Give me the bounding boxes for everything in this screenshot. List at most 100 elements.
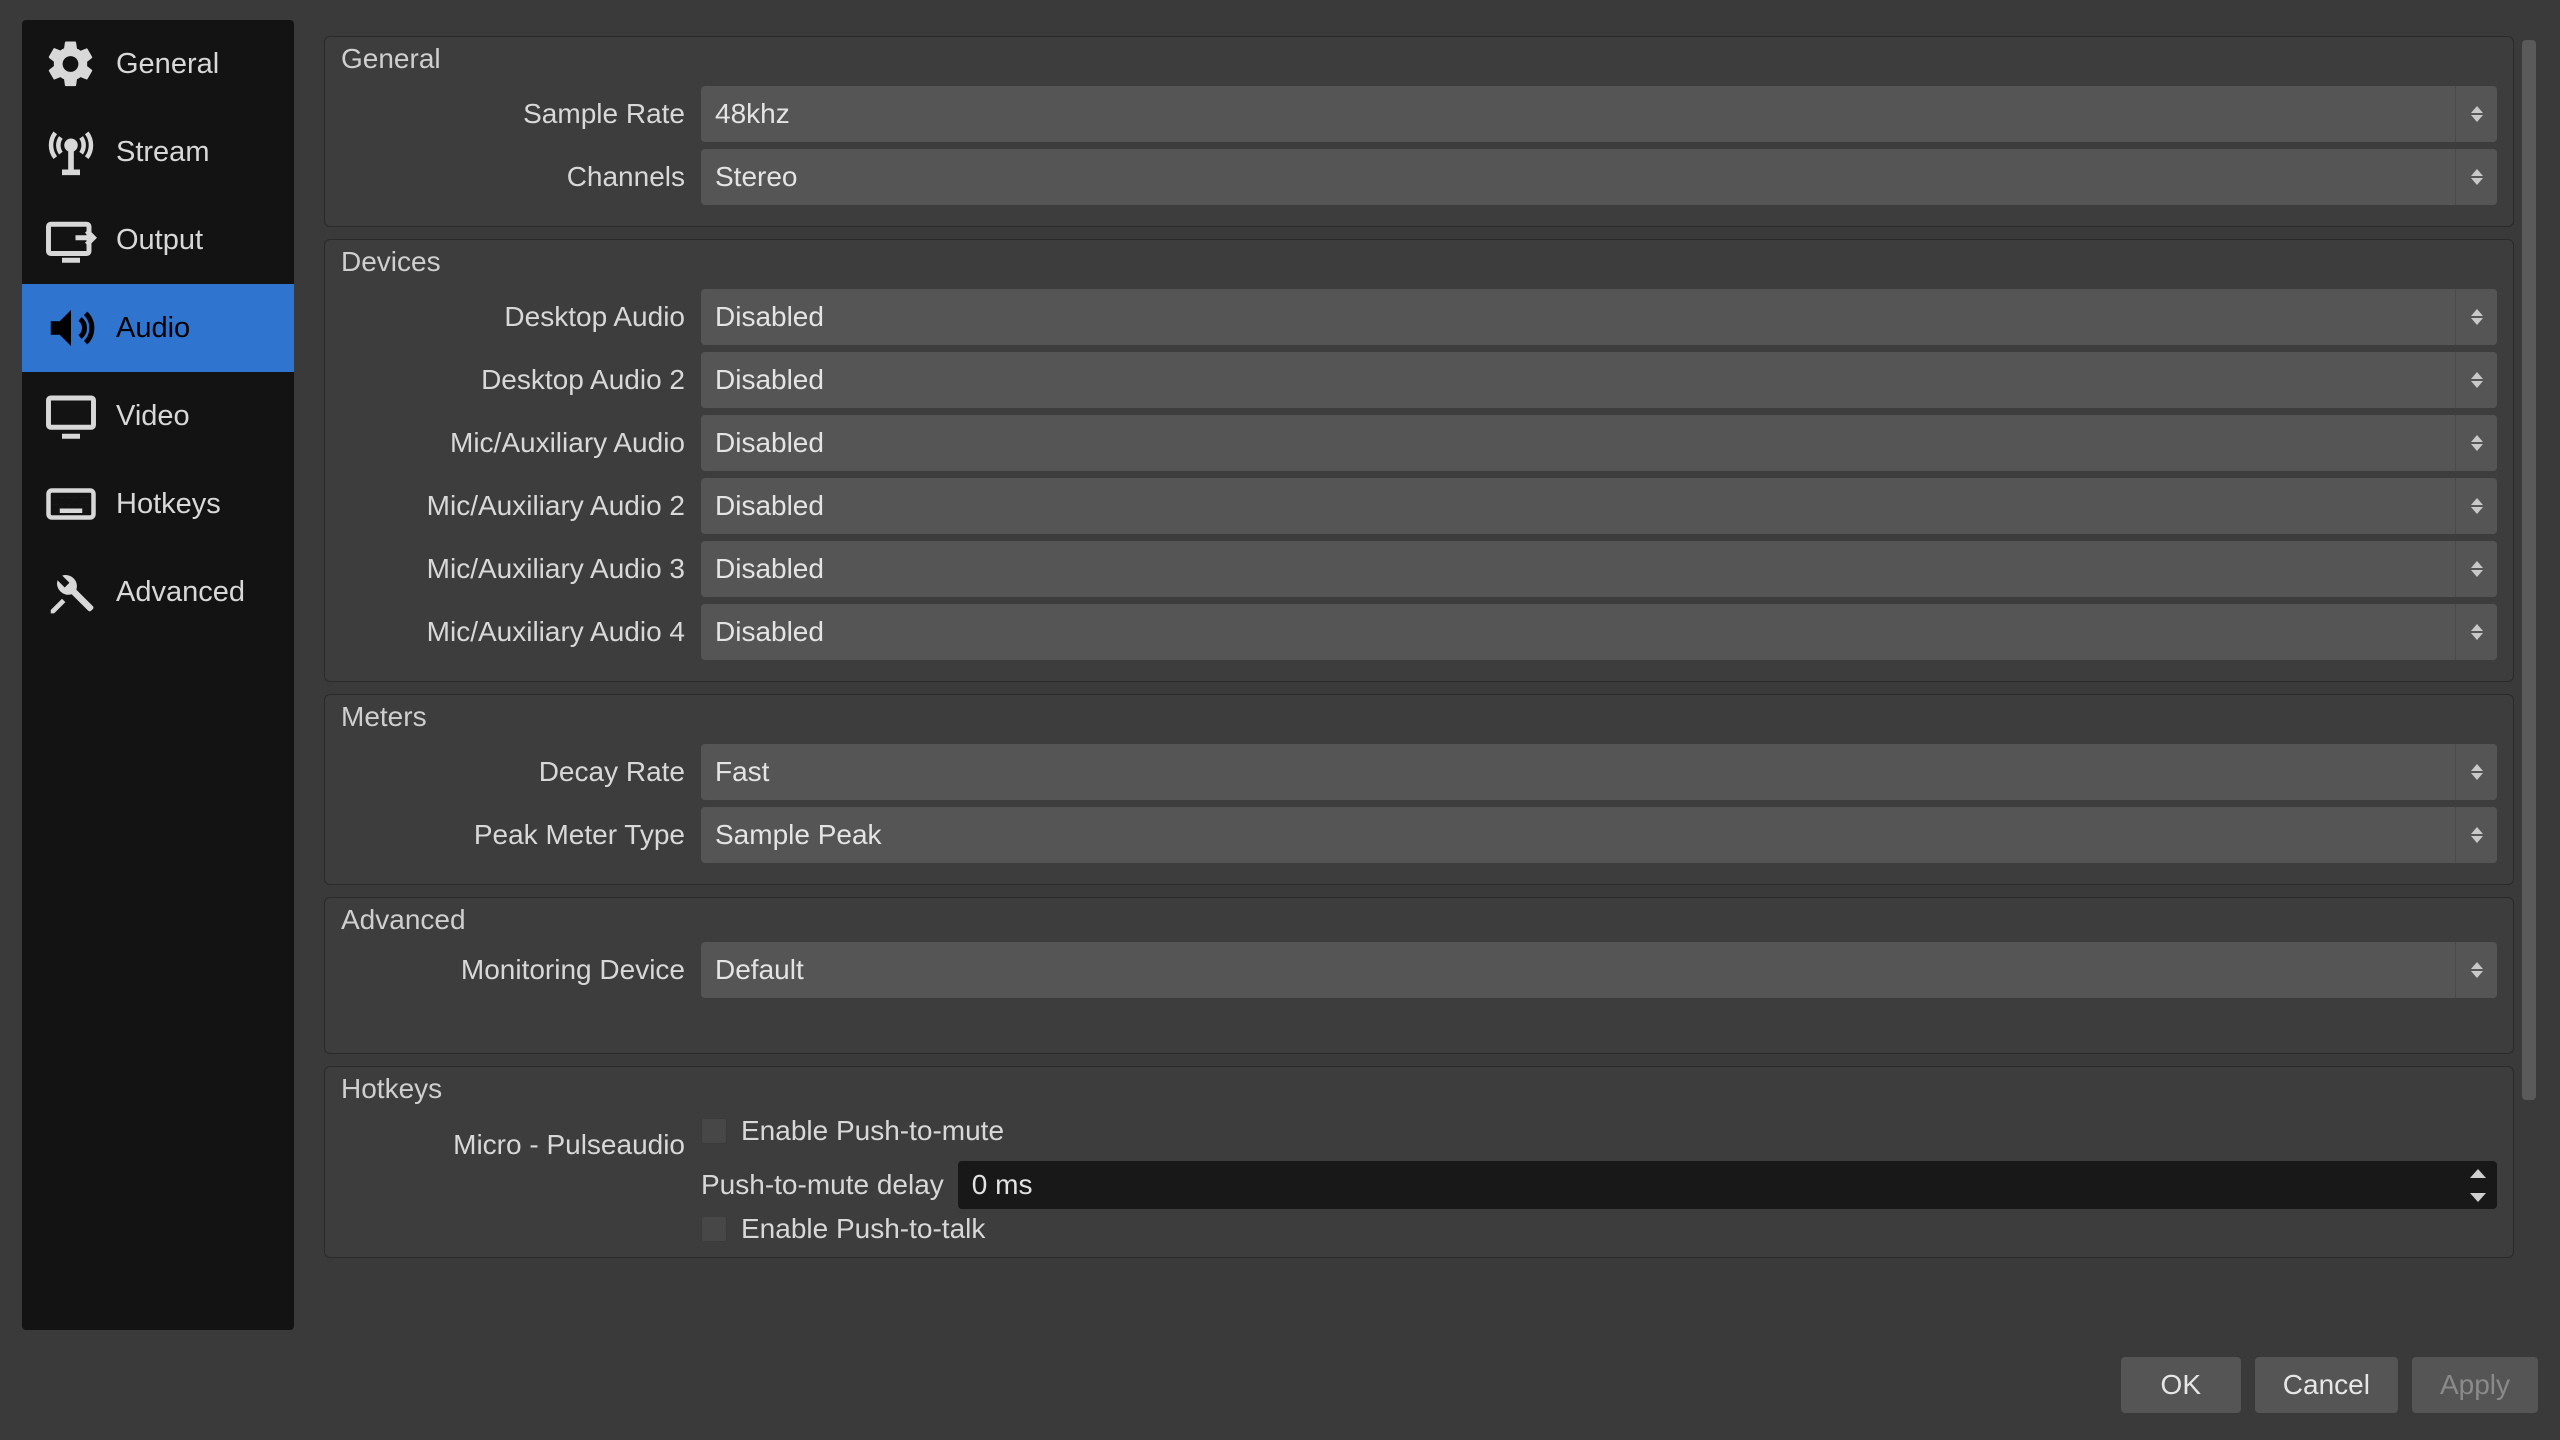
- enable-push-to-talk-checkbox[interactable]: [701, 1217, 727, 1242]
- field-label: Desktop Audio 2: [341, 364, 691, 396]
- dropdown-spinner-icon: [2455, 352, 2497, 408]
- sidebar: General Stream Output Audio: [22, 20, 294, 1330]
- row-channels: Channels Stereo: [341, 149, 2497, 205]
- sidebar-item-label: Advanced: [116, 576, 245, 609]
- select-value: Disabled: [715, 301, 824, 333]
- content-wrap: General Sample Rate 48khz Channels Stere…: [324, 20, 2538, 1330]
- row-device: Mic/Auxiliary Audio 2 Disabled: [341, 478, 2497, 534]
- row-device: Mic/Auxiliary Audio 3 Disabled: [341, 541, 2497, 597]
- field-label: Push-to-mute delay: [701, 1169, 944, 1201]
- field-label: Mic/Auxiliary Audio 2: [341, 490, 691, 522]
- group-meters: Meters Decay Rate Fast Peak Meter Type S…: [324, 694, 2514, 885]
- peak-meter-type-select[interactable]: Sample Peak: [701, 807, 2497, 863]
- sidebar-item-output[interactable]: Output: [22, 196, 294, 284]
- field-label: Sample Rate: [341, 98, 691, 130]
- button-label: OK: [2161, 1369, 2201, 1401]
- select-value: Disabled: [715, 616, 824, 648]
- enable-push-to-mute-checkbox[interactable]: [701, 1118, 727, 1144]
- spinbox-arrows-icon: [2459, 1161, 2497, 1209]
- cancel-button[interactable]: Cancel: [2255, 1357, 2398, 1413]
- field-label: Mic/Auxiliary Audio 3: [341, 553, 691, 585]
- row-enable-push-to-mute: Enable Push-to-mute: [701, 1109, 2497, 1153]
- device-select[interactable]: Disabled: [701, 541, 2497, 597]
- monitoring-device-select[interactable]: Default: [701, 942, 2497, 998]
- main-area: General Stream Output Audio: [0, 0, 2560, 1330]
- select-value: Disabled: [715, 364, 824, 396]
- chevron-down-icon[interactable]: [2459, 1185, 2497, 1209]
- content-scrollbar[interactable]: [2520, 40, 2538, 1100]
- settings-content: General Sample Rate 48khz Channels Stere…: [324, 20, 2514, 1260]
- dropdown-spinner-icon: [2455, 478, 2497, 534]
- chevron-up-icon[interactable]: [2459, 1161, 2497, 1185]
- ok-button[interactable]: OK: [2121, 1357, 2241, 1413]
- sidebar-item-label: Hotkeys: [116, 488, 221, 521]
- hotkeys-device-label: Micro - Pulseaudio: [341, 1109, 691, 1247]
- group-title: Meters: [335, 701, 433, 733]
- field-label: Peak Meter Type: [341, 819, 691, 851]
- sidebar-item-general[interactable]: General: [22, 20, 294, 108]
- dropdown-spinner-icon: [2455, 289, 2497, 345]
- button-label: Apply: [2440, 1369, 2510, 1401]
- select-value: Disabled: [715, 490, 824, 522]
- group-title: Advanced: [335, 904, 472, 936]
- device-select[interactable]: Disabled: [701, 604, 2497, 660]
- speaker-icon: [40, 297, 102, 359]
- device-select[interactable]: Disabled: [701, 478, 2497, 534]
- row-monitoring-device: Monitoring Device Default: [341, 942, 2497, 998]
- sample-rate-select[interactable]: 48khz: [701, 86, 2497, 142]
- row-device: Mic/Auxiliary AudioDisabled: [341, 415, 2497, 471]
- sidebar-item-stream[interactable]: Stream: [22, 108, 294, 196]
- button-label: Cancel: [2283, 1369, 2370, 1401]
- sidebar-item-hotkeys[interactable]: Hotkeys: [22, 460, 294, 548]
- sidebar-item-advanced[interactable]: Advanced: [22, 548, 294, 636]
- field-label: Channels: [341, 161, 691, 193]
- field-label: Decay Rate: [341, 756, 691, 788]
- dialog-footer: OK Cancel Apply: [0, 1330, 2560, 1440]
- field-label: Monitoring Device: [341, 954, 691, 986]
- row-sample-rate: Sample Rate 48khz: [341, 86, 2497, 142]
- keyboard-icon: [40, 473, 102, 535]
- dropdown-spinner-icon: [2455, 415, 2497, 471]
- group-devices: Devices Desktop AudioDisabledDesktop Aud…: [324, 239, 2514, 682]
- device-select[interactable]: Disabled: [701, 415, 2497, 471]
- row-push-to-mute-delay: Push-to-mute delay 0 ms: [701, 1161, 2497, 1209]
- sidebar-item-label: Video: [116, 400, 190, 433]
- dropdown-spinner-icon: [2455, 149, 2497, 205]
- sidebar-item-label: Stream: [116, 136, 209, 169]
- monitor-icon: [40, 385, 102, 447]
- select-value: Fast: [715, 756, 769, 788]
- dropdown-spinner-icon: [2455, 807, 2497, 863]
- device-select[interactable]: Disabled: [701, 289, 2497, 345]
- output-icon: [40, 209, 102, 271]
- row-peak-meter-type: Peak Meter Type Sample Peak: [341, 807, 2497, 863]
- push-to-mute-delay-spinbox[interactable]: 0 ms: [958, 1161, 2497, 1209]
- channels-select[interactable]: Stereo: [701, 149, 2497, 205]
- sidebar-item-label: Output: [116, 224, 203, 257]
- sidebar-item-audio[interactable]: Audio: [22, 284, 294, 372]
- select-value: Stereo: [715, 161, 798, 193]
- device-select[interactable]: Disabled: [701, 352, 2497, 408]
- select-value: Sample Peak: [715, 819, 882, 851]
- settings-window: General Stream Output Audio: [0, 0, 2560, 1440]
- group-hotkeys: Hotkeys Micro - Pulseaudio Enable Push-t…: [324, 1066, 2514, 1258]
- sidebar-item-label: Audio: [116, 312, 190, 345]
- group-general: General Sample Rate 48khz Channels Stere…: [324, 36, 2514, 227]
- dropdown-spinner-icon: [2455, 541, 2497, 597]
- field-label: Desktop Audio: [341, 301, 691, 333]
- select-value: 48khz: [715, 98, 790, 130]
- decay-rate-select[interactable]: Fast: [701, 744, 2497, 800]
- antenna-icon: [40, 121, 102, 183]
- select-value: Default: [715, 954, 804, 986]
- scrollbar-thumb[interactable]: [2522, 40, 2536, 1100]
- select-value: Disabled: [715, 427, 824, 459]
- gear-icon: [40, 33, 102, 95]
- row-device: Desktop Audio 2 Disabled: [341, 352, 2497, 408]
- sidebar-item-video[interactable]: Video: [22, 372, 294, 460]
- row-decay-rate: Decay Rate Fast: [341, 744, 2497, 800]
- row-device: Mic/Auxiliary Audio 4 Disabled: [341, 604, 2497, 660]
- field-label: Mic/Auxiliary Audio 4: [341, 616, 691, 648]
- select-value: Disabled: [715, 553, 824, 585]
- dropdown-spinner-icon: [2455, 86, 2497, 142]
- apply-button[interactable]: Apply: [2412, 1357, 2538, 1413]
- group-title: Devices: [335, 246, 447, 278]
